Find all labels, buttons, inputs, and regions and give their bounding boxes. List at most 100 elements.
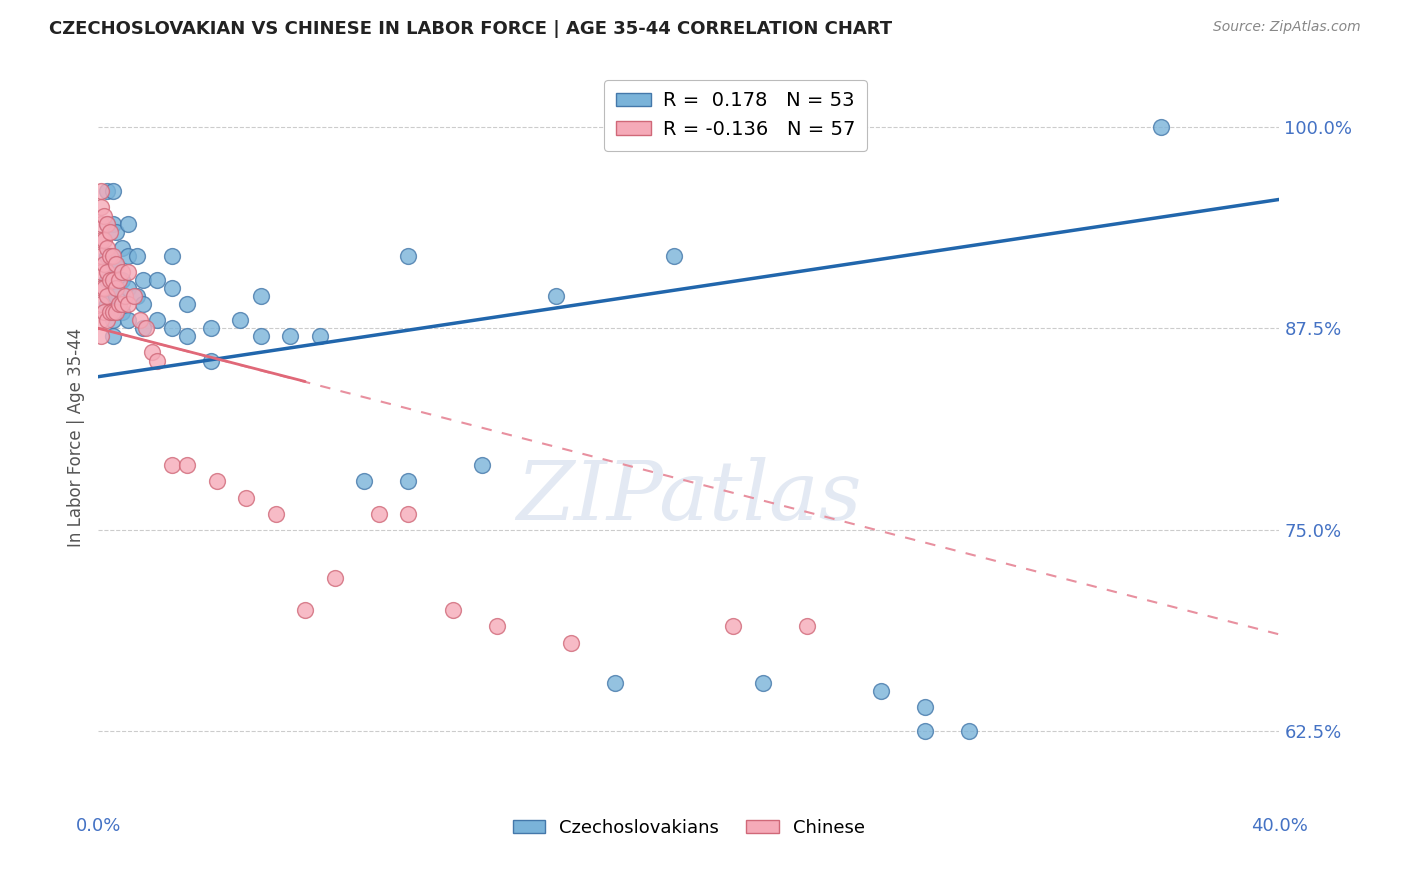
Point [90,217,112,231]
Point [111,305,134,319]
Point [250,289,273,303]
Point [796,619,818,633]
Point [605,675,627,690]
Point [93,209,115,223]
Point [125,289,148,303]
Point [96,297,118,311]
Point [98,305,121,319]
Point [90,265,112,279]
Point [117,217,139,231]
Point [108,273,131,287]
Point [723,619,745,633]
Point [125,249,148,263]
Point [122,289,145,303]
Point [752,675,775,690]
Point [90,329,112,343]
Point [98,225,121,239]
Point [98,273,121,287]
Text: ZIPatlas: ZIPatlas [516,457,862,537]
Point [870,684,893,698]
Point [103,305,125,319]
Point [93,257,115,271]
Point [398,249,420,263]
Point [146,273,169,287]
Point [90,281,112,295]
Text: Source: ZipAtlas.com: Source: ZipAtlas.com [1213,20,1361,34]
Point [664,249,686,263]
Point [103,249,125,263]
Point [959,724,981,739]
Point [96,265,118,279]
Point [162,281,183,295]
Point [90,313,112,327]
Text: CZECHOSLOVAKIAN VS CHINESE IN LABOR FORCE | AGE 35-44 CORRELATION CHART: CZECHOSLOVAKIAN VS CHINESE IN LABOR FORC… [49,20,893,37]
Point [294,603,316,617]
Point [90,233,112,247]
Point [93,281,115,295]
Point [132,321,155,335]
Point [90,249,112,263]
Point [205,475,228,489]
Point [98,249,121,263]
Point [111,265,134,279]
Point [117,297,139,311]
Point [96,217,118,231]
Point [200,321,222,335]
Point [176,458,198,473]
Point [96,273,118,287]
Point [200,353,222,368]
Point [368,507,391,521]
Point [117,313,139,327]
Point [96,289,118,303]
Point [1150,120,1173,134]
Point [560,635,582,649]
Point [914,724,936,739]
Point [471,458,494,473]
Point [96,185,118,199]
Y-axis label: In Labor Force | Age 35-44: In Labor Force | Age 35-44 [66,327,84,547]
Point [398,475,420,489]
Point [105,225,128,239]
Point [105,305,128,319]
Point [93,305,115,319]
Point [132,273,155,287]
Point [111,297,134,311]
Point [90,201,112,215]
Point [323,571,346,585]
Point [96,217,118,231]
Point [108,297,131,311]
Legend: Czechoslovakians, Chinese: Czechoslovakians, Chinese [505,812,873,844]
Point [235,491,257,505]
Point [264,507,287,521]
Point [117,265,139,279]
Point [398,507,420,521]
Point [176,297,198,311]
Point [105,281,128,295]
Point [229,313,252,327]
Point [103,329,125,343]
Point [486,619,509,633]
Point [914,700,936,714]
Point [103,273,125,287]
Point [132,297,155,311]
Point [353,475,375,489]
Point [96,313,118,327]
Point [250,329,273,343]
Point [441,603,464,617]
Point [103,257,125,271]
Point [146,313,169,327]
Point [309,329,332,343]
Point [103,281,125,295]
Point [117,281,139,295]
Point [117,249,139,263]
Point [96,241,118,255]
Point [111,241,134,255]
Point [96,249,118,263]
Point [162,249,183,263]
Point [176,329,198,343]
Point [93,233,115,247]
Point [280,329,302,343]
Point [135,321,157,335]
Point [546,289,568,303]
Point [141,345,163,359]
